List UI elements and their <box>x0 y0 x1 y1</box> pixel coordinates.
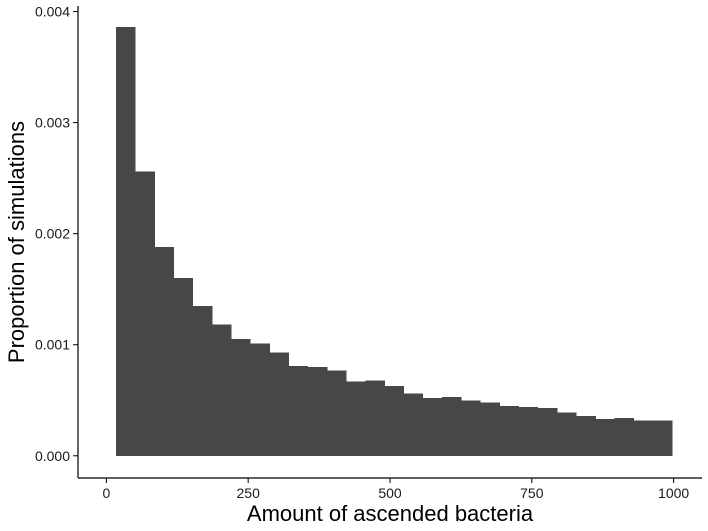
histogram-bar <box>461 400 481 456</box>
histogram-bar <box>557 412 577 456</box>
histogram-bar <box>288 365 309 456</box>
histogram-bar <box>480 402 500 456</box>
histogram-bar <box>211 324 232 456</box>
histogram-bar <box>346 381 366 456</box>
x-axis-ticks: 0 250 500 750 1000 <box>102 478 689 501</box>
x-tick-label: 250 <box>237 485 261 501</box>
x-tick-label: 1000 <box>658 485 689 501</box>
histogram-bar <box>614 418 635 456</box>
histogram-bar <box>633 420 654 456</box>
histogram-bar <box>307 366 328 456</box>
y-tick-label: 0.004 <box>35 4 70 20</box>
histogram-bar <box>403 393 424 456</box>
histogram-bar <box>365 380 385 456</box>
histogram-bar <box>537 408 558 456</box>
x-tick-label: 750 <box>520 485 544 501</box>
x-axis-title: Amount of ascended bacteria <box>247 501 534 526</box>
x-tick-label: 0 <box>102 485 110 501</box>
x-tick-label: 500 <box>378 485 402 501</box>
histogram-bar <box>192 305 213 456</box>
histogram-bar <box>269 352 289 456</box>
histogram-bar <box>518 406 539 456</box>
histogram-bar <box>135 171 155 456</box>
histogram-bar <box>173 278 194 456</box>
histogram-bar <box>154 247 174 456</box>
histogram-bar <box>250 343 270 456</box>
histogram-bar <box>576 415 596 456</box>
y-tick-label: 0.001 <box>35 337 70 353</box>
histogram-bar <box>116 27 136 456</box>
histogram-bar <box>499 405 520 456</box>
histogram-bar <box>422 398 443 456</box>
histogram-bar <box>652 420 673 456</box>
histogram-bar <box>326 370 347 456</box>
y-axis-ticks: 0.000 0.001 0.002 0.003 0.004 <box>35 4 78 464</box>
y-tick-label: 0.003 <box>35 115 70 131</box>
histogram-bar <box>231 339 251 456</box>
y-tick-label: 0.000 <box>35 448 70 464</box>
bars <box>116 27 673 456</box>
histogram-bar <box>384 385 405 456</box>
y-tick-label: 0.002 <box>35 226 70 242</box>
histogram-bar <box>595 419 615 456</box>
histogram-bar <box>441 396 462 456</box>
y-axis-title: Proportion of simulations <box>4 121 29 363</box>
